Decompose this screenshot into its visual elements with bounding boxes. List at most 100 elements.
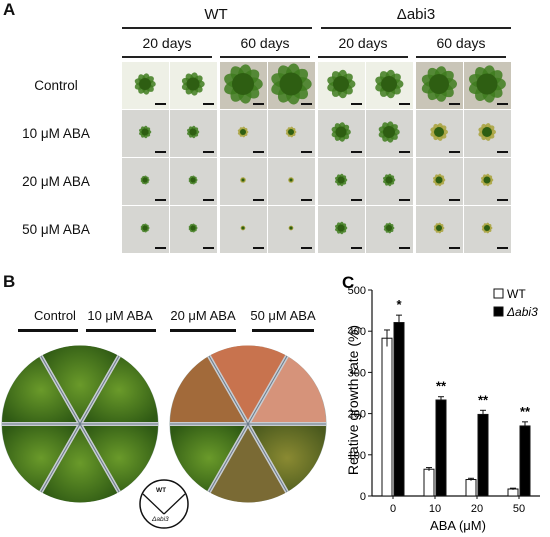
moss-colony <box>421 66 457 102</box>
header-abi3: Δabi3 <box>318 6 514 23</box>
scale-bar <box>449 199 460 201</box>
x-tick-label: 20 <box>471 503 483 515</box>
growth-rate-chart: C Relative growth rate (%) ABA (μM) 0100… <box>342 273 540 533</box>
duration-abi3-20: 20 days <box>338 35 388 51</box>
petri-dishes <box>1 345 327 529</box>
plate-label-10: 10 μM ABA <box>87 308 153 323</box>
y-tick-label: 200 <box>348 409 366 421</box>
moss-colony <box>383 222 395 234</box>
moss-photo <box>318 206 365 253</box>
scale-bar <box>399 199 410 201</box>
scale-bar <box>449 103 460 105</box>
scale-bar <box>203 151 214 153</box>
panel-c-letter: C <box>342 273 354 292</box>
legend-label-abi3: Δabi3 <box>506 305 538 319</box>
y-tick-label: 300 <box>348 367 366 379</box>
moss-colony <box>188 223 198 233</box>
significance-mark: ** <box>436 379 447 394</box>
duration-bracket <box>220 56 310 58</box>
scale-bar <box>351 103 362 105</box>
scale-bar <box>399 247 410 249</box>
moss-colony <box>140 175 150 185</box>
moss-photo <box>464 206 511 253</box>
bar-wt <box>465 479 477 497</box>
moss-photo <box>318 158 365 205</box>
moss-photo <box>122 158 169 205</box>
moss-photo <box>366 206 413 253</box>
moss-colony <box>134 73 156 95</box>
moss-photo <box>366 158 413 205</box>
x-tick-label: 50 <box>513 503 525 515</box>
scale-bar <box>449 151 460 153</box>
bar-abi3 <box>519 425 531 497</box>
moss-colony <box>432 173 446 187</box>
moss-photo <box>220 62 267 109</box>
plate-bar <box>18 329 78 332</box>
legend-swatch-abi3 <box>493 306 504 317</box>
moss-colony <box>271 63 312 105</box>
key-abi3-label: Δabi3 <box>152 516 169 523</box>
moss-colony <box>240 177 246 183</box>
moss-photo <box>220 110 267 157</box>
chart-bars: 0 * 10 ** 20 ** 50 ** <box>381 297 531 515</box>
scale-bar <box>301 151 312 153</box>
scale-bar <box>497 199 508 201</box>
plate-bar <box>252 329 314 332</box>
x-tick-label: 10 <box>429 503 441 515</box>
duration-bracket <box>416 56 506 58</box>
scale-bar <box>399 103 410 105</box>
scale-bar <box>155 199 166 201</box>
y-tick-label: 500 <box>348 285 366 297</box>
y-tick-label: 100 <box>348 450 366 462</box>
significance-mark: * <box>396 297 402 312</box>
moss-photo <box>170 110 217 157</box>
moss-photo <box>464 62 511 109</box>
moss-photo <box>170 158 217 205</box>
panel-b-letter: B <box>3 272 16 291</box>
bar-abi3 <box>393 322 405 497</box>
moss-photo <box>464 110 511 157</box>
scale-bar <box>449 247 460 249</box>
scale-bar <box>253 151 264 153</box>
legend-swatch-wt <box>493 288 504 299</box>
moss-colony <box>240 225 246 231</box>
scale-bar <box>497 247 508 249</box>
moss-colony <box>288 177 294 183</box>
scale-bar <box>155 103 166 105</box>
moss-colony <box>331 122 351 142</box>
moss-photo <box>416 110 463 157</box>
moss-photo <box>318 62 365 109</box>
moss-colony <box>468 65 506 103</box>
moss-colony <box>285 126 297 138</box>
moss-colony <box>186 125 200 139</box>
moss-colony <box>480 173 494 187</box>
moss-colony <box>382 173 396 187</box>
moss-colony <box>378 121 400 143</box>
bar-abi3 <box>477 413 489 497</box>
moss-colony <box>433 222 445 234</box>
moss-colony <box>334 221 348 235</box>
moss-colony <box>288 225 294 231</box>
moss-photo <box>122 110 169 157</box>
moss-colony <box>140 223 150 233</box>
moss-photo <box>268 62 315 109</box>
x-tick-label: 0 <box>390 503 396 515</box>
chart-legend: WT Δabi3 <box>493 287 538 319</box>
scale-bar <box>253 247 264 249</box>
header-wt: WT <box>204 6 228 23</box>
bar-wt <box>381 337 393 497</box>
duration-abi3-60: 60 days <box>436 35 486 51</box>
petri-dish-left <box>1 345 159 503</box>
plate-label-20: 20 μM ABA <box>170 308 236 323</box>
duration-wt-60: 60 days <box>240 35 290 51</box>
bar-wt <box>423 468 435 497</box>
panel-a-letter: A <box>3 0 16 19</box>
bar-wt <box>507 488 519 497</box>
scale-bar <box>155 151 166 153</box>
moss-colony <box>327 69 356 99</box>
scale-bar <box>497 103 508 105</box>
scale-bar <box>351 247 362 249</box>
scale-bar <box>399 151 410 153</box>
scale-bar <box>203 103 214 105</box>
scale-bar <box>203 247 214 249</box>
